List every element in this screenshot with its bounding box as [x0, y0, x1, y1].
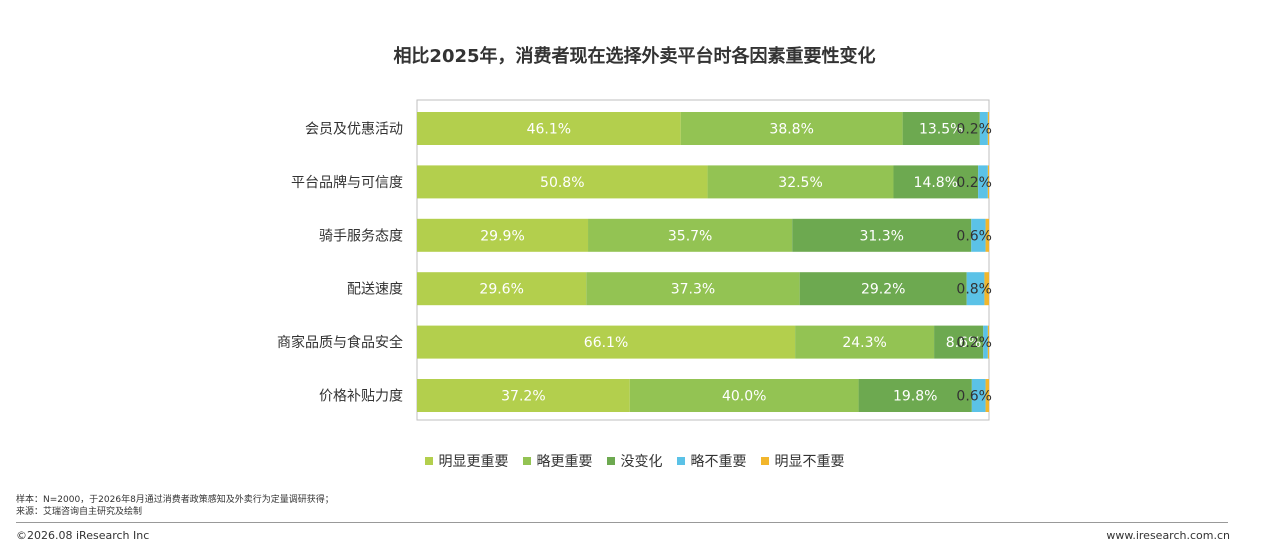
- chart-title: 相比2025年，消费者现在选择外卖平台时各因素重要性变化: [393, 46, 876, 67]
- legend-swatch: [760, 457, 769, 465]
- bar-segment: [985, 379, 989, 412]
- data-label: 0.6%: [956, 389, 992, 405]
- legend-label: 明显更重要: [438, 454, 509, 470]
- legend-swatch: [606, 457, 615, 465]
- legend-item: 略不重要: [676, 451, 747, 471]
- data-label: 66.1%: [584, 335, 628, 351]
- website-link[interactable]: www.iresearch.com.cn: [1106, 529, 1230, 542]
- bar-segment: [985, 218, 989, 252]
- bar-segment: [586, 272, 800, 306]
- category-label: 骑手服务态度: [319, 228, 403, 244]
- legend-label: 略更重要: [536, 454, 593, 470]
- data-label: 29.2%: [861, 282, 905, 298]
- data-label: 24.3%: [842, 335, 886, 351]
- category-label: 价格补贴力度: [319, 389, 403, 405]
- source-note: 来源：艾瑞咨询自主研究及绘制: [16, 507, 143, 517]
- bar-segment: [588, 218, 793, 252]
- bar-segment: [983, 325, 988, 359]
- data-label: 0.8%: [956, 282, 992, 298]
- data-label: 0.6%: [956, 228, 992, 244]
- data-label: 32.5%: [778, 175, 822, 191]
- bar-segment: [792, 218, 972, 252]
- bar-segment: [966, 272, 985, 306]
- chart-legend: 明显更重要 略更重要 没变化 略不重要 明显不重要: [0, 451, 1269, 471]
- category-label: 配送速度: [347, 282, 403, 298]
- bar-segment: [902, 112, 980, 145]
- data-label: 35.7%: [668, 228, 712, 244]
- bar-segment: [799, 272, 967, 306]
- data-label: 0.2%: [956, 122, 992, 138]
- stacked-bar-chart: 会员及优惠活动 46.1% 38.8% 13.5%0.2%平台品牌与可信度 50.8% 3…: [277, 99, 992, 421]
- data-label: 31.3%: [860, 228, 904, 244]
- bar-segment: [987, 325, 989, 359]
- plot-frame: [416, 99, 990, 421]
- bar-segment: [978, 165, 988, 199]
- data-label: 29.6%: [479, 282, 523, 298]
- bar-segment: [707, 165, 894, 199]
- bar-segment: [417, 165, 708, 199]
- data-label: 0.2%: [956, 175, 992, 191]
- legend-label: 没变化: [620, 454, 663, 470]
- bar-segment: [417, 325, 796, 359]
- bar-segment: [417, 379, 630, 412]
- legend-swatch: [676, 457, 685, 465]
- data-label: 8.6%: [946, 335, 982, 351]
- legend-item: 略更重要: [522, 451, 593, 471]
- data-label: 46.1%: [527, 122, 571, 138]
- legend-swatch: [424, 457, 433, 465]
- legend-label: 略不重要: [690, 454, 747, 470]
- data-label: 13.5%: [919, 122, 963, 138]
- bar-segment: [971, 218, 986, 252]
- data-label: 37.3%: [671, 282, 715, 298]
- bar-segment: [971, 379, 986, 412]
- data-label: 0.2%: [956, 335, 992, 351]
- bar-segment: [893, 165, 979, 199]
- bar-segment: [934, 325, 984, 359]
- data-label: 40.0%: [722, 389, 766, 405]
- bar-segment: [979, 112, 988, 145]
- data-label: 50.8%: [540, 175, 584, 191]
- bar-segment: [680, 112, 903, 145]
- footer-divider: [16, 522, 1228, 523]
- data-label: 38.8%: [769, 122, 813, 138]
- bar-segment: [629, 379, 859, 412]
- legend-item: 明显更重要: [424, 451, 509, 471]
- bar-segment: [858, 379, 972, 412]
- data-label: 14.8%: [914, 175, 958, 191]
- bar-segment: [987, 112, 989, 145]
- bar-segment: [795, 325, 935, 359]
- data-label: 19.8%: [893, 389, 937, 405]
- data-label: 37.2%: [501, 389, 545, 405]
- category-label: 会员及优惠活动: [305, 122, 403, 138]
- legend-swatch: [522, 457, 531, 465]
- bar-segment: [417, 272, 587, 306]
- bar-segment: [417, 218, 589, 252]
- category-label: 平台品牌与可信度: [291, 174, 403, 191]
- bar-segment: [984, 272, 989, 306]
- data-label: 29.9%: [480, 228, 524, 244]
- legend-label: 明显不重要: [774, 454, 845, 470]
- category-label: 商家品质与食品安全: [277, 334, 403, 351]
- legend-item: 明显不重要: [760, 451, 845, 471]
- sample-note: 样本：N=2000，于2026年8月通过消费者政策感知及外卖行为定量调研获得；: [16, 495, 334, 505]
- bar-segment: [417, 112, 681, 145]
- bar-segment: [987, 165, 989, 199]
- legend-item: 没变化: [606, 451, 663, 471]
- copyright-text: ©2026.08 iResearch Inc: [16, 529, 150, 542]
